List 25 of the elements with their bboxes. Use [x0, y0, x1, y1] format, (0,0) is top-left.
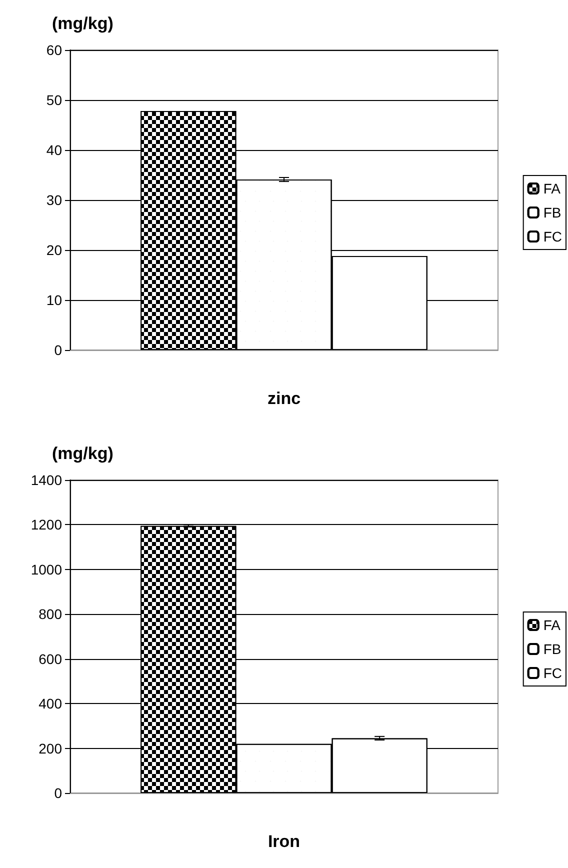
legend-label: FA [543, 617, 562, 633]
legend-label: FC [543, 665, 562, 681]
y-tick-label: 1400 [30, 472, 62, 488]
y-axis-title: (mg/kg) [52, 444, 114, 463]
legend-label: FB [543, 204, 562, 220]
legend-label: FA [543, 180, 562, 196]
y-tick-label: 50 [46, 92, 62, 108]
y-tick-label: 1200 [30, 516, 62, 533]
y-tick-label: 200 [38, 740, 62, 756]
y-axis-title: (mg/kg) [52, 14, 114, 33]
y-tick-label: 800 [38, 606, 62, 622]
y-tick-label: 60 [46, 42, 62, 58]
y-tick-label: 0 [54, 342, 62, 358]
y-tick-label: 10 [46, 292, 62, 308]
x-axis-title: Iron [268, 832, 300, 851]
x-axis-title: zinc [267, 389, 301, 408]
legend-label: FB [543, 641, 562, 657]
y-tick-label: 40 [46, 142, 62, 158]
y-tick-label: 20 [46, 242, 62, 258]
y-tick-label: 0 [54, 785, 62, 801]
y-tick-label: 1000 [30, 561, 62, 578]
y-tick-label: 400 [38, 696, 62, 712]
legend-label: FC [543, 228, 562, 244]
y-tick-label: 600 [38, 650, 62, 667]
y-tick-label: 30 [46, 192, 62, 208]
